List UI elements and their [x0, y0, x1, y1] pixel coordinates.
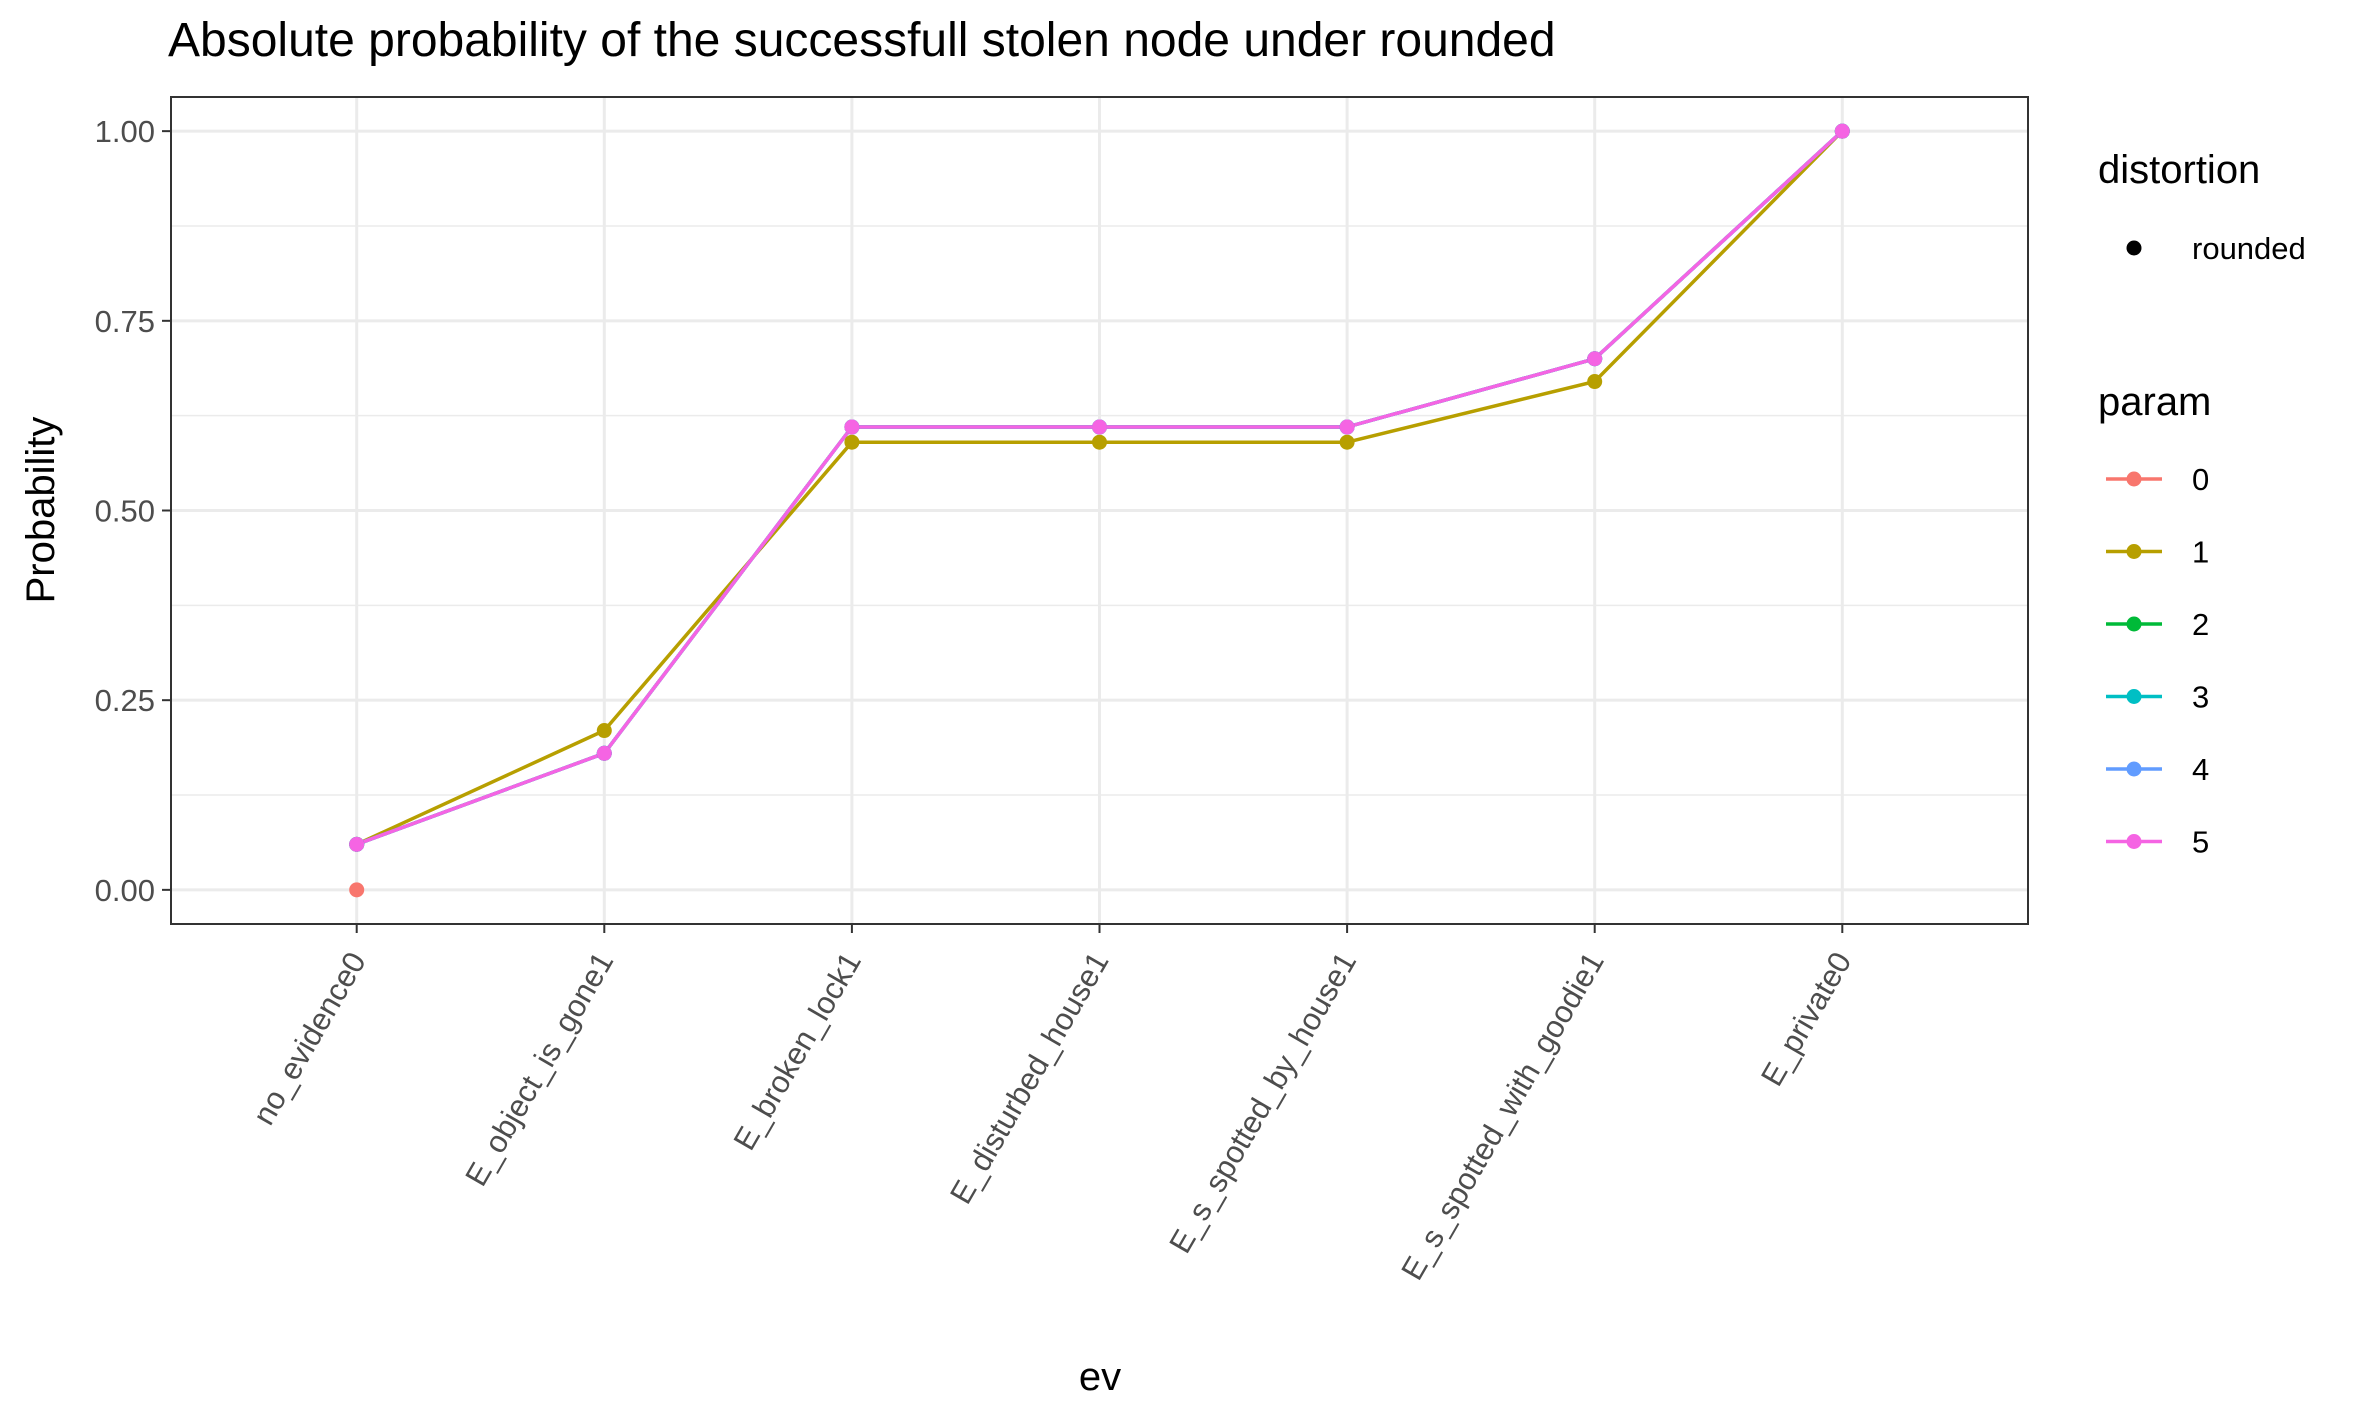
legend-key-point	[2126, 834, 2142, 849]
data-point-series-5	[844, 419, 860, 435]
legend-label-param: 0	[2192, 462, 2209, 497]
data-point-series-5	[349, 836, 365, 852]
data-point-series-5	[1834, 123, 1850, 139]
data-point-series-1	[844, 434, 860, 450]
legend-key-point	[2126, 544, 2142, 559]
data-point-series-0	[349, 882, 365, 898]
data-point-series-1	[1587, 374, 1603, 390]
y-axis-title: Probability	[19, 417, 63, 604]
data-point-series-5	[1339, 419, 1355, 435]
data-point-series-5	[1092, 419, 1107, 435]
legend-label-param: 1	[2192, 535, 2209, 570]
legend: distortion rounded param 0 1 2 3 4 5	[2098, 148, 2306, 860]
legend-key-point	[2126, 761, 2142, 777]
legend-key-shape-icon	[2126, 240, 2142, 256]
legend-title-param: param	[2098, 380, 2211, 424]
legend-label-param: 3	[2192, 680, 2209, 715]
legend-key-point	[2126, 616, 2142, 632]
data-point-series-5	[1587, 351, 1603, 367]
legend-label-param: 4	[2192, 752, 2209, 787]
y-tick-label: 0.50	[95, 494, 155, 529]
y-tick-label: 0.75	[95, 304, 155, 339]
data-point-series-1	[1339, 434, 1355, 450]
y-tick-label: 0.00	[95, 873, 155, 908]
y-tick-label: 1.00	[95, 114, 155, 149]
legend-key-point	[2126, 689, 2142, 704]
legend-label-param: 5	[2192, 825, 2209, 860]
chart-title: Absolute probability of the successfull …	[168, 14, 1556, 67]
legend-label-distortion: rounded	[2192, 231, 2306, 266]
x-axis-title: ev	[1079, 1355, 1121, 1399]
data-point-series-1	[596, 723, 612, 739]
legend-title-distortion: distortion	[2098, 148, 2260, 192]
data-point-series-1	[1092, 434, 1107, 450]
y-tick-label: 0.25	[95, 683, 155, 718]
legend-label-param: 2	[2192, 607, 2209, 642]
legend-key-point	[2126, 471, 2142, 487]
data-point-series-5	[596, 745, 612, 761]
